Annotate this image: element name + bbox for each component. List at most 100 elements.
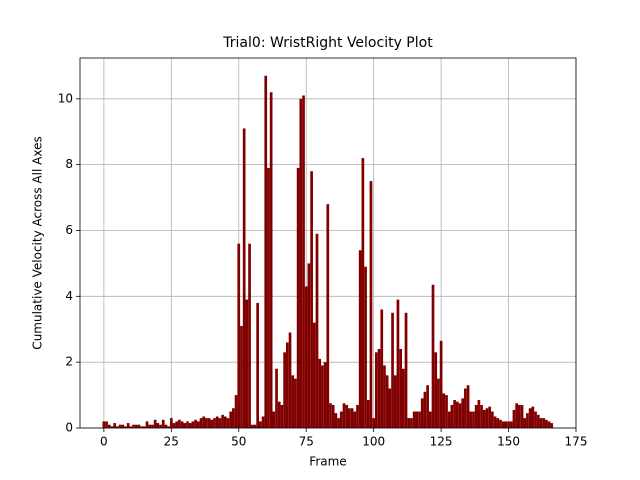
- bar: [410, 418, 413, 428]
- bar: [315, 233, 319, 428]
- bar: [480, 404, 483, 428]
- bar: [288, 332, 292, 428]
- bar: [504, 421, 508, 428]
- y-tick-label: 6: [65, 223, 73, 237]
- bar: [404, 312, 408, 428]
- bar: [107, 424, 111, 428]
- bar: [496, 418, 500, 428]
- x-tick-label: 0: [100, 435, 108, 449]
- bar: [210, 419, 214, 428]
- bar: [350, 408, 354, 428]
- bar: [418, 411, 421, 428]
- bar: [547, 421, 551, 428]
- bar: [196, 421, 200, 428]
- bar: [442, 393, 446, 428]
- bar: [218, 418, 222, 428]
- bar: [542, 418, 545, 428]
- bar: [412, 411, 416, 428]
- bar: [186, 421, 189, 428]
- bar: [234, 395, 238, 428]
- bar: [142, 426, 146, 428]
- bar: [299, 98, 303, 428]
- bar: [536, 414, 540, 428]
- x-tick-label: 175: [565, 435, 588, 449]
- bar: [215, 416, 219, 428]
- bar: [523, 418, 527, 428]
- bar: [461, 398, 465, 428]
- bar: [472, 411, 475, 428]
- bar: [331, 404, 335, 428]
- bar: [507, 421, 510, 428]
- bar: [156, 423, 160, 428]
- bar: [307, 263, 311, 428]
- bar: [213, 418, 216, 428]
- bar: [178, 419, 181, 428]
- x-tick-label: 25: [164, 435, 179, 449]
- bar: [205, 418, 208, 428]
- bar: [121, 424, 125, 428]
- bar: [223, 416, 227, 428]
- bar: [145, 421, 149, 428]
- bar: [353, 411, 357, 428]
- bar: [259, 421, 262, 428]
- bar: [450, 404, 454, 428]
- bar: [447, 411, 451, 428]
- bar: [294, 378, 297, 428]
- bar: [283, 352, 286, 428]
- bar: [221, 414, 224, 428]
- bar: [140, 426, 143, 428]
- bar: [474, 404, 478, 428]
- bar: [323, 362, 327, 428]
- bar: [242, 128, 246, 429]
- bar: [375, 352, 378, 428]
- bar: [539, 418, 543, 428]
- bar: [431, 284, 435, 428]
- bar: [226, 418, 230, 428]
- bar: [526, 413, 529, 428]
- bar: [275, 368, 278, 428]
- bar: [337, 418, 340, 428]
- bar: [534, 411, 537, 428]
- bar: [407, 418, 411, 428]
- x-tick-label: 75: [299, 435, 314, 449]
- bar: [321, 365, 324, 428]
- bar: [153, 419, 157, 428]
- bar: [458, 403, 462, 428]
- bar: [102, 421, 106, 428]
- chart-title: Trial0: WristRight Velocity Plot: [222, 35, 433, 51]
- y-tick-label: 8: [65, 157, 73, 171]
- bar: [118, 424, 122, 428]
- bar: [164, 424, 168, 428]
- bar: [129, 426, 133, 428]
- bar: [544, 419, 548, 428]
- bar: [183, 423, 187, 428]
- bar: [172, 423, 176, 428]
- bar: [469, 411, 473, 428]
- bar: [175, 421, 179, 428]
- bar: [423, 391, 427, 428]
- y-tick-label: 4: [65, 289, 73, 303]
- bar: [453, 400, 456, 428]
- bar: [348, 408, 351, 428]
- bar: [466, 385, 470, 428]
- bar: [169, 418, 173, 428]
- x-tick-label: 150: [497, 435, 520, 449]
- bar: [277, 401, 281, 428]
- bar: [113, 423, 117, 428]
- bar: [426, 385, 429, 428]
- bar: [167, 426, 170, 428]
- bar: [110, 426, 114, 428]
- bar: [396, 299, 400, 428]
- x-tick-label: 50: [231, 435, 246, 449]
- bar: [302, 95, 305, 429]
- bar: [291, 375, 295, 428]
- bar: [437, 378, 440, 428]
- bar: [434, 352, 438, 428]
- bar: [361, 158, 365, 428]
- bar: [377, 348, 381, 428]
- bar: [280, 404, 284, 428]
- bar: [261, 416, 265, 428]
- bar: [491, 411, 494, 428]
- bar: [310, 171, 313, 428]
